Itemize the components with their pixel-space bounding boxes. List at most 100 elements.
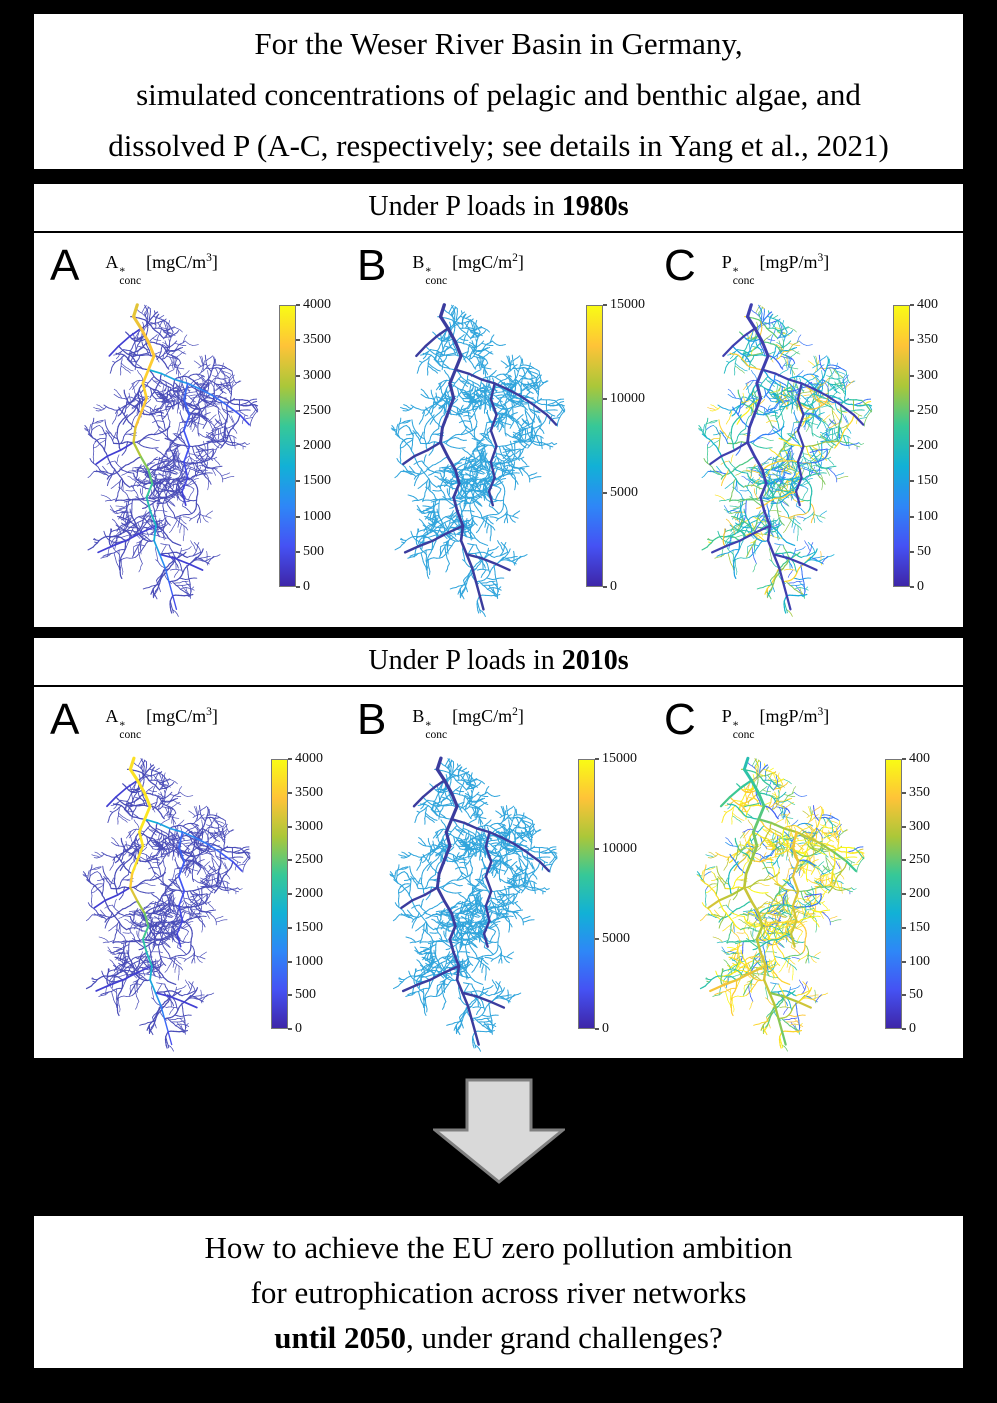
panel-head: A A * conc [mgC/m3] (42, 695, 349, 749)
colorbar: 15000 10000 5000 0 (578, 751, 639, 1036)
colorbar-tick: 3500 (288, 785, 323, 801)
colorbar-tick: 3000 (288, 819, 323, 835)
panel-body: 15000 10000 5000 0 (349, 749, 656, 1063)
panel-head: C P * conc [mgP/m3] (656, 241, 963, 295)
question-line-2: for eutrophication across river networks (250, 1275, 747, 1310)
colorbar-tick: 15000 (595, 751, 637, 767)
colorbar-tick: 200 (902, 886, 930, 902)
colorbar-tick: 0 (595, 1021, 609, 1037)
colorbar-tick: 150 (910, 473, 938, 489)
down-arrow-icon (430, 1078, 567, 1184)
colorbar-tick: 3500 (296, 332, 331, 348)
panel-letter: A (50, 695, 80, 744)
panel-letter: C (664, 241, 696, 290)
colorbar-tick: 2000 (296, 438, 331, 454)
title-line-3: dissolved P (A-C, respectively; see deta… (108, 128, 889, 163)
colorbar: 400 350 300 250 200 150 100 50 0 (893, 297, 954, 594)
panel-letter: B (357, 241, 387, 290)
colorbar-tick: 4000 (296, 297, 331, 313)
colorbar-gradient (885, 759, 902, 1029)
colorbar-tick: 50 (902, 987, 923, 1003)
panel-letter: B (357, 695, 387, 744)
colorbar: 400 350 300 250 200 150 100 50 0 (885, 751, 943, 1036)
panel-body: 400 350 300 250 200 150 100 50 0 (656, 749, 963, 1063)
panel-head: B B * conc [mgC/m2] (349, 241, 656, 295)
panel-title: P * conc [mgP/m3] (721, 252, 830, 287)
section-header-year: 2010s (561, 645, 629, 676)
colorbar-tick: 0 (910, 579, 924, 595)
river-network-map (44, 295, 266, 629)
section-header-year: 1980s (561, 191, 629, 222)
section-header-prefix: Under P loads in (368, 191, 562, 222)
colorbar-tick: 500 (288, 987, 316, 1003)
colorbar-tick: 400 (910, 297, 938, 313)
colorbar-tick: 0 (288, 1021, 302, 1037)
colorbar: 15000 10000 5000 0 (586, 297, 647, 594)
colorbar-ticks: 15000 10000 5000 0 (603, 297, 647, 594)
panel-b-benthic-1980s: B B * conc [mgC/m2] 15000 10000 5000 0 (349, 241, 656, 629)
panel-title: B * conc [mgC/m2] (412, 706, 524, 741)
panel-head: C P * conc [mgP/m3] (656, 695, 963, 749)
colorbar-tick: 2000 (288, 886, 323, 902)
section-1980s: Under P loads in 1980s A A * conc [mgC/m3] … (30, 180, 967, 631)
colorbar-tick: 1500 (296, 473, 331, 489)
colorbar-ticks: 4000 3500 3000 2500 2000 1500 1000 500 0 (296, 297, 340, 594)
page: For the Weser River Basin in Germany, si… (0, 10, 997, 1372)
colorbar-tick: 150 (902, 920, 930, 936)
colorbar-tick: 350 (902, 785, 930, 801)
section-header-2010s: Under P loads in 2010s (34, 638, 963, 687)
colorbar-tick: 200 (910, 438, 938, 454)
river-network-map (658, 749, 872, 1063)
panel-c-phosphorus-1980s: C P * conc [mgP/m3] 400 350 300 250 200 150 100 50… (656, 241, 963, 629)
colorbar-tick: 300 (902, 819, 930, 835)
colorbar-ticks: 400 350 300 250 200 150 100 50 0 (910, 297, 954, 594)
question-line-1: How to achieve the EU zero pollution amb… (204, 1230, 793, 1265)
colorbar-tick: 2500 (296, 403, 331, 419)
panel-body: 4000 3500 3000 2500 2000 1500 1000 500 0 (42, 295, 349, 629)
colorbar-tick: 1000 (296, 509, 331, 525)
panels-row-1980s: A A * conc [mgC/m3] 4000 3500 3000 2500 2000 150… (34, 233, 963, 629)
colorbar-tick: 100 (910, 509, 938, 525)
colorbar-ticks: 4000 3500 3000 2500 2000 1500 1000 500 0 (288, 751, 332, 1036)
colorbar-tick: 1000 (288, 954, 323, 970)
colorbar-tick: 250 (902, 852, 930, 868)
question-line-3: until 2050, under grand challenges? (34, 1315, 963, 1360)
colorbar-tick: 10000 (595, 841, 637, 857)
panel-title: A * conc [mgC/m3] (105, 706, 218, 741)
colorbar-gradient (578, 759, 595, 1029)
section-header-prefix: Under P loads in (368, 645, 562, 676)
panel-title: B * conc [mgC/m2] (412, 252, 524, 287)
river-network-map (658, 295, 880, 629)
colorbar-tick: 300 (910, 368, 938, 384)
colorbar-tick: 4000 (288, 751, 323, 767)
colorbar-gradient (279, 305, 296, 587)
panel-letter: C (664, 695, 696, 744)
panel-a-pelagic-2010s: A A * conc [mgC/m3] 4000 3500 3000 2500 2000 150… (42, 695, 349, 1063)
section-header-1980s: Under P loads in 1980s (34, 184, 963, 233)
panel-body: 4000 3500 3000 2500 2000 1500 1000 500 0 (42, 749, 349, 1063)
panel-title: A * conc [mgC/m3] (105, 252, 218, 287)
panels-row-2010s: A A * conc [mgC/m3] 4000 3500 3000 2500 2000 150… (34, 687, 963, 1063)
colorbar-tick: 3000 (296, 368, 331, 384)
colorbar-gradient (893, 305, 910, 587)
colorbar-tick: 5000 (595, 931, 630, 947)
arrow-container (0, 1078, 997, 1188)
title-box: For the Weser River Basin in Germany, si… (30, 10, 967, 173)
colorbar: 4000 3500 3000 2500 2000 1500 1000 500 0 (271, 751, 332, 1036)
panel-head: A A * conc [mgC/m3] (42, 241, 349, 295)
panel-letter: A (50, 241, 80, 290)
colorbar-tick: 15000 (603, 297, 645, 313)
colorbar-gradient (271, 759, 288, 1029)
colorbar-tick: 50 (910, 544, 931, 560)
question-bold: until 2050 (274, 1320, 406, 1355)
colorbar-ticks: 15000 10000 5000 0 (595, 751, 639, 1036)
title-line-2: simulated concentrations of pelagic and … (136, 77, 861, 112)
river-network-map (351, 749, 565, 1063)
river-network-map (351, 295, 573, 629)
panel-b-benthic-2010s: B B * conc [mgC/m2] 15000 10000 5000 0 (349, 695, 656, 1063)
panel-title: P * conc [mgP/m3] (721, 706, 830, 741)
colorbar-gradient (586, 305, 603, 587)
colorbar: 4000 3500 3000 2500 2000 1500 1000 500 0 (279, 297, 340, 594)
colorbar-tick: 350 (910, 332, 938, 348)
